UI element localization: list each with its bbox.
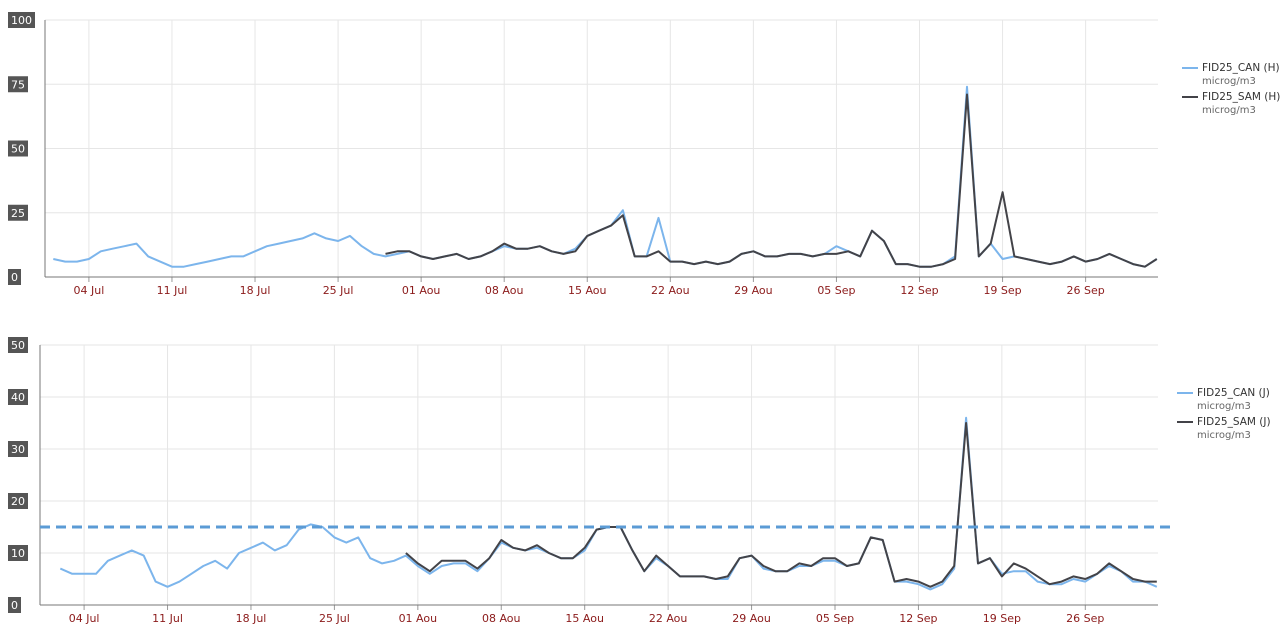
legend-label: FID25_SAM (J) [1197, 416, 1271, 428]
legend-label: FID25_SAM (H) [1202, 91, 1280, 103]
chart-panel: 0 25 50 75 100 04 Jul 11 Jul 18 Jul 25 Jul 01 Aou… [8, 12, 1280, 297]
x-tick-label: 08 Aou [485, 284, 524, 297]
x-tick-label: 08 Aou [482, 612, 521, 625]
y-tick-label: 0 [11, 271, 18, 284]
legend-label: FID25_CAN (H) [1202, 62, 1280, 74]
x-tick-label: 04 Jul [74, 284, 105, 297]
x-tick-label: 05 Sep [817, 284, 855, 297]
y-tick-box [8, 493, 28, 509]
y-tick-box [8, 337, 28, 353]
x-tick-label: 18 Jul [240, 284, 271, 297]
x-tick-label: 22 Aou [649, 612, 688, 625]
y-tick-box [8, 597, 21, 613]
y-tick-label: 10 [11, 547, 25, 560]
x-tick-label: 25 Jul [323, 284, 354, 297]
y-tick-box [8, 545, 28, 561]
x-tick-label: 19 Sep [983, 284, 1021, 297]
y-tick-box [8, 140, 28, 157]
y-tick-label: 100 [11, 14, 32, 27]
legend-unit: microg/m3 [1202, 105, 1256, 116]
x-tick-label: 11 Jul [152, 612, 183, 625]
y-tick-label: 50 [11, 339, 25, 352]
x-tick-label: 04 Jul [69, 612, 100, 625]
y-tick-label: 75 [11, 78, 25, 91]
x-tick-label: 25 Jul [319, 612, 350, 625]
x-tick-label: 12 Sep [900, 284, 938, 297]
y-tick-label: 0 [11, 599, 18, 612]
x-tick-label: 22 Aou [651, 284, 690, 297]
legend-label: FID25_CAN (J) [1197, 387, 1270, 399]
y-tick-box [8, 389, 28, 405]
y-tick-label: 30 [11, 443, 25, 456]
y-tick-box [8, 204, 28, 221]
y-tick-label: 20 [11, 495, 25, 508]
y-tick-box [8, 12, 35, 28]
x-tick-label: 01 Aou [399, 612, 438, 625]
legend-unit: microg/m3 [1197, 430, 1251, 441]
y-tick-label: 40 [11, 391, 25, 404]
x-tick-label: 15 Aou [565, 612, 604, 625]
x-tick-label: 05 Sep [816, 612, 854, 625]
x-tick-label: 29 Aou [732, 612, 771, 625]
x-tick-label: 26 Sep [1066, 612, 1104, 625]
legend-unit: microg/m3 [1202, 76, 1256, 87]
x-tick-label: 15 Aou [568, 284, 607, 297]
chart-panel: 0 10 20 30 40 50 04 Jul 11 Jul 18 Jul 25 Jul 01 Ao… [8, 337, 1271, 625]
x-tick-label: 18 Jul [236, 612, 267, 625]
series-line [385, 93, 1158, 268]
y-tick-box [8, 441, 28, 457]
x-tick-label: 29 Aou [734, 284, 773, 297]
y-tick-box [8, 76, 28, 93]
x-tick-label: 26 Sep [1067, 284, 1105, 297]
series-line [405, 422, 1157, 588]
y-tick-label: 25 [11, 207, 25, 220]
x-tick-label: 01 Aou [402, 284, 441, 297]
x-tick-label: 19 Sep [983, 612, 1021, 625]
x-tick-label: 11 Jul [157, 284, 188, 297]
x-tick-label: 12 Sep [899, 612, 937, 625]
legend-unit: microg/m3 [1197, 401, 1251, 412]
y-tick-box [8, 269, 21, 285]
y-tick-label: 50 [11, 143, 25, 156]
